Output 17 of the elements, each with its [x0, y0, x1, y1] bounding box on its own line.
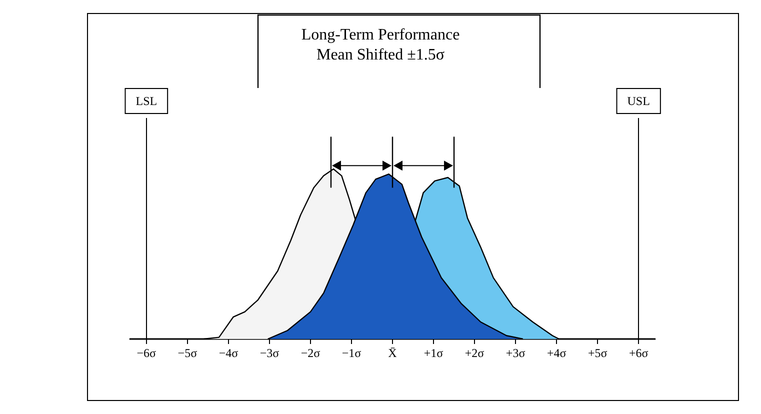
x-tick-label: +3σ	[506, 346, 526, 360]
x-tick-label: −1σ	[342, 346, 362, 360]
x-tick-label: −2σ	[300, 346, 321, 360]
ref-line-label: LSL	[136, 94, 158, 108]
x-tick-label: −6σ	[136, 346, 157, 360]
x-tick-label: +1σ	[424, 346, 444, 360]
ref-line-label: USL	[627, 94, 650, 108]
chart-subtitle: Mean Shifted ±1.5σ	[316, 46, 445, 64]
x-tick-label: −4σ	[218, 346, 239, 360]
x-tick-label: −5σ	[178, 346, 198, 360]
x-tick-label: +4σ	[546, 346, 567, 360]
x-tick-label: +5σ	[588, 346, 608, 360]
x-tick-label: X̄	[388, 346, 398, 360]
chart-title: Long-Term Performance	[301, 26, 460, 44]
x-tick-label: +6σ	[628, 346, 649, 360]
x-tick-label: −3σ	[260, 346, 280, 360]
x-tick-label: +2σ	[464, 346, 485, 360]
